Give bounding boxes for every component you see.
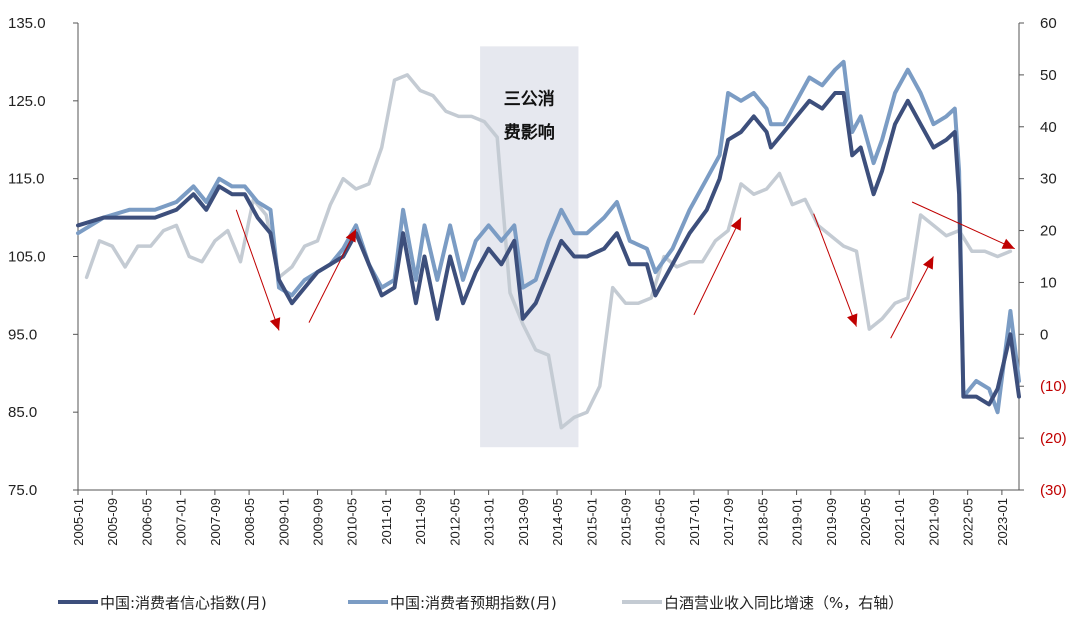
legend-label-baijiu-revenue: 白酒营业收入同比增速（%，右轴）: [664, 594, 903, 612]
right-tick-label: 30: [1040, 171, 1057, 188]
x-tick-label: 2006-05: [139, 498, 154, 546]
left-tick-label: 125.0: [8, 93, 46, 110]
legend-label-confidence: 中国:消费者信心指数(月): [100, 594, 267, 612]
x-tick-label: 2007-01: [174, 498, 189, 546]
right-tick-label: (30): [1040, 482, 1067, 499]
x-tick-label: 2015-01: [584, 498, 599, 546]
right-tick-label: (10): [1040, 378, 1067, 395]
x-tick-label: 2021-01: [892, 498, 907, 546]
x-tick-label: 2010-05: [345, 498, 360, 546]
x-tick-label: 2011-09: [413, 498, 428, 545]
right-tick-label: 50: [1040, 67, 1057, 84]
x-tick-label: 2013-01: [482, 498, 497, 546]
x-tick-label: 2011-01: [379, 498, 394, 545]
series-line-0: [76, 91, 1021, 407]
legend-label-expectation: 中国:消费者预期指数(月): [390, 594, 557, 612]
x-tick-label: 2023-01: [995, 498, 1010, 546]
x-tick-label: 2008-05: [242, 498, 257, 546]
x-tick-label: 2019-09: [824, 498, 839, 546]
series-line-2: [84, 73, 1013, 430]
x-tick-label: 2017-09: [721, 498, 736, 546]
x-tick-label: 2020-05: [858, 498, 873, 546]
x-tick-label: 2009-01: [276, 498, 291, 546]
x-tick-label: 2014-05: [550, 498, 565, 546]
left-tick-label: 115.0: [8, 171, 44, 188]
trend-arrow-head-3: [847, 313, 858, 327]
series-layer: [76, 59, 1021, 430]
left-tick-label: 75.0: [8, 482, 37, 499]
trend-arrow-head-4: [923, 256, 934, 270]
x-tick-label: 2009-09: [311, 498, 326, 546]
legend: 中国:消费者信心指数(月) 中国:消费者预期指数(月) 白酒营业收入同比增速（%…: [58, 594, 903, 612]
left-tick-label: 135.0: [8, 15, 46, 32]
x-tick-label: 2022-05: [961, 498, 976, 546]
trend-arrow-head-0: [269, 317, 281, 331]
left-tick-label: 95.0: [8, 326, 37, 343]
x-tick-label: 2019-01: [790, 498, 805, 546]
trend-arrow-1: [308, 229, 357, 323]
axes: 135.0 125.0 115.0 105.0 95.0 85.0 75.0 60 50 40 3…: [8, 15, 1067, 546]
x-tick-label: 2013-09: [516, 498, 531, 546]
trend-arrow-head-1: [345, 229, 357, 243]
x-tick-label: 2012-05: [447, 498, 462, 546]
right-tick-label: 40: [1040, 119, 1057, 136]
trend-arrow-3: [813, 213, 857, 327]
right-tick-label: 0: [1040, 326, 1048, 343]
annotation-band: 三公消 费影响: [480, 46, 579, 448]
right-axis-ticks: 60 50 40 30 20 10 0 (10) (20) (30): [1019, 15, 1067, 499]
x-tick-label: 2017-01: [687, 498, 702, 546]
trend-arrows: [235, 201, 1015, 339]
trend-arrow-2: [693, 217, 742, 316]
x-axis-ticks: 2005-01 2005-09 2006-05 2007-01 2007-09 2008-…: [71, 490, 1010, 546]
trend-arrow-head-2: [730, 217, 741, 231]
left-axis-ticks: 135.0 125.0 115.0 105.0 95.0 85.0 75.0: [8, 15, 78, 499]
x-tick-label: 2021-09: [926, 498, 941, 546]
trend-arrow-4: [890, 256, 934, 339]
trend-arrow-0: [235, 209, 280, 331]
trend-arrow-5: [911, 201, 1015, 250]
x-tick-label: 2018-05: [755, 498, 770, 546]
right-tick-label: 10: [1040, 274, 1057, 291]
right-tick-label: 20: [1040, 223, 1057, 240]
x-tick-label: 2016-05: [653, 498, 668, 546]
trend-arrow-head-5: [1001, 238, 1015, 249]
annotation-shaded-region: [480, 46, 579, 448]
x-tick-label: 2005-01: [71, 498, 86, 546]
right-tick-label: (20): [1040, 430, 1067, 447]
annotation-label-line1: 三公消: [504, 89, 555, 110]
left-tick-label: 85.0: [8, 404, 37, 421]
left-tick-label: 105.0: [8, 249, 46, 266]
x-tick-label: 2005-09: [105, 498, 120, 546]
x-tick-label: 2015-09: [618, 498, 633, 546]
annotation-label-line2: 费影响: [504, 122, 555, 143]
right-tick-label: 60: [1040, 15, 1057, 32]
x-tick-label: 2007-09: [208, 498, 223, 546]
